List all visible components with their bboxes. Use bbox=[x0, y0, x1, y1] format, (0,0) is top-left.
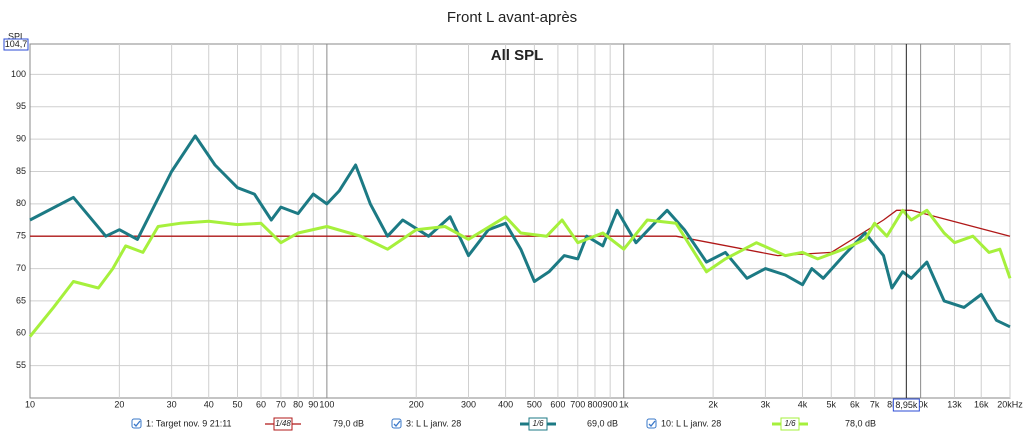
x-tick-label: 10k bbox=[913, 399, 928, 409]
x-tick-label: 4k bbox=[798, 399, 808, 409]
x-tick-label: 400 bbox=[498, 399, 513, 409]
series-line bbox=[29, 134, 1011, 329]
x-tick-label: 6k bbox=[850, 399, 860, 409]
legend-item[interactable]: 1: Target nov. 9 21:11 1/48 79,0 dB bbox=[131, 417, 364, 431]
series-line bbox=[30, 209, 1011, 257]
x-tick-label: 700 bbox=[570, 399, 585, 409]
x-tick-label: 500 bbox=[527, 399, 542, 409]
x-tick-label: 2k bbox=[708, 399, 718, 409]
checkmark bbox=[133, 420, 141, 427]
x-tick-label: 600 bbox=[550, 399, 565, 409]
x-tick-label: 10 bbox=[25, 399, 35, 409]
legend-readout: 79,0 dB bbox=[333, 418, 364, 428]
y-tick-label: 90 bbox=[16, 134, 26, 144]
x-tick-label: 5k bbox=[827, 399, 837, 409]
checkmark bbox=[648, 420, 656, 427]
smoothing-box bbox=[780, 417, 800, 431]
y-axis-label: SPL bbox=[8, 31, 25, 41]
smoothing-label: 1/6 bbox=[532, 419, 544, 428]
y-top-label: 104,7 bbox=[5, 39, 28, 49]
chart-subtitle: All SPL bbox=[491, 47, 544, 64]
y-tick-label: 85 bbox=[16, 166, 26, 176]
legend-readout: 78,0 dB bbox=[845, 418, 876, 428]
y-tick-label: 75 bbox=[16, 231, 26, 241]
legend-item[interactable]: 10: L L janv. 28 1/6 78,0 dB bbox=[646, 417, 876, 431]
y-tick-label: 100 bbox=[11, 69, 26, 79]
x-tick-label: 100 bbox=[319, 399, 334, 409]
cursor-label: 8,95k bbox=[895, 400, 918, 410]
legend-label: 10: L L janv. 28 bbox=[661, 418, 721, 428]
x-tick-label: 7k bbox=[870, 399, 880, 409]
plot-area bbox=[29, 43, 1011, 399]
smoothing-box bbox=[273, 417, 293, 431]
x-tick-label: 800 bbox=[587, 399, 602, 409]
smoothing-box bbox=[528, 417, 548, 431]
y-tick-label: 55 bbox=[16, 360, 26, 370]
x-tick-label: 30 bbox=[167, 399, 177, 409]
legend-checkbox[interactable] bbox=[131, 418, 142, 429]
x-tick-label: 8k bbox=[887, 399, 897, 409]
x-tick-label: 20 bbox=[114, 399, 124, 409]
y-tick-label: 70 bbox=[16, 263, 26, 273]
x-tick-label: 900 bbox=[603, 399, 618, 409]
y-top-box bbox=[3, 38, 29, 51]
cursor-box bbox=[892, 398, 920, 412]
y-tick-label: 80 bbox=[16, 198, 26, 208]
y-tick-label: 60 bbox=[16, 328, 26, 338]
x-tick-label: 70 bbox=[276, 399, 286, 409]
x-tick-label: 80 bbox=[293, 399, 303, 409]
x-tick-label: 90 bbox=[308, 399, 318, 409]
legend-label: 3: L L janv. 28 bbox=[406, 418, 461, 428]
x-tick-label: 50 bbox=[233, 399, 243, 409]
x-tick-label: 300 bbox=[461, 399, 476, 409]
legend-checkbox[interactable] bbox=[391, 418, 402, 429]
legend-checkbox[interactable] bbox=[646, 418, 657, 429]
x-tick-label: 200 bbox=[409, 399, 424, 409]
x-tick-label: 3k bbox=[761, 399, 771, 409]
y-tick-label: 95 bbox=[16, 101, 26, 111]
x-tick-label: 40 bbox=[204, 399, 214, 409]
legend-item[interactable]: 3: L L janv. 28 1/6 69,0 dB bbox=[391, 417, 618, 431]
x-tick-label: 20kHz bbox=[997, 399, 1023, 409]
chart-title: Front L avant-après bbox=[447, 9, 577, 26]
x-tick-label: 13k bbox=[947, 399, 962, 409]
x-tick-label: 1k bbox=[619, 399, 629, 409]
series-line bbox=[28, 208, 1012, 338]
checkmark bbox=[393, 420, 401, 427]
smoothing-label: 1/48 bbox=[275, 419, 291, 428]
smoothing-label: 1/6 bbox=[784, 419, 796, 428]
x-tick-label: 60 bbox=[256, 399, 266, 409]
x-tick-label: 16k bbox=[974, 399, 989, 409]
legend-readout: 69,0 dB bbox=[587, 418, 618, 428]
legend-label: 1: Target nov. 9 21:11 bbox=[146, 418, 232, 428]
y-tick-label: 65 bbox=[16, 295, 26, 305]
